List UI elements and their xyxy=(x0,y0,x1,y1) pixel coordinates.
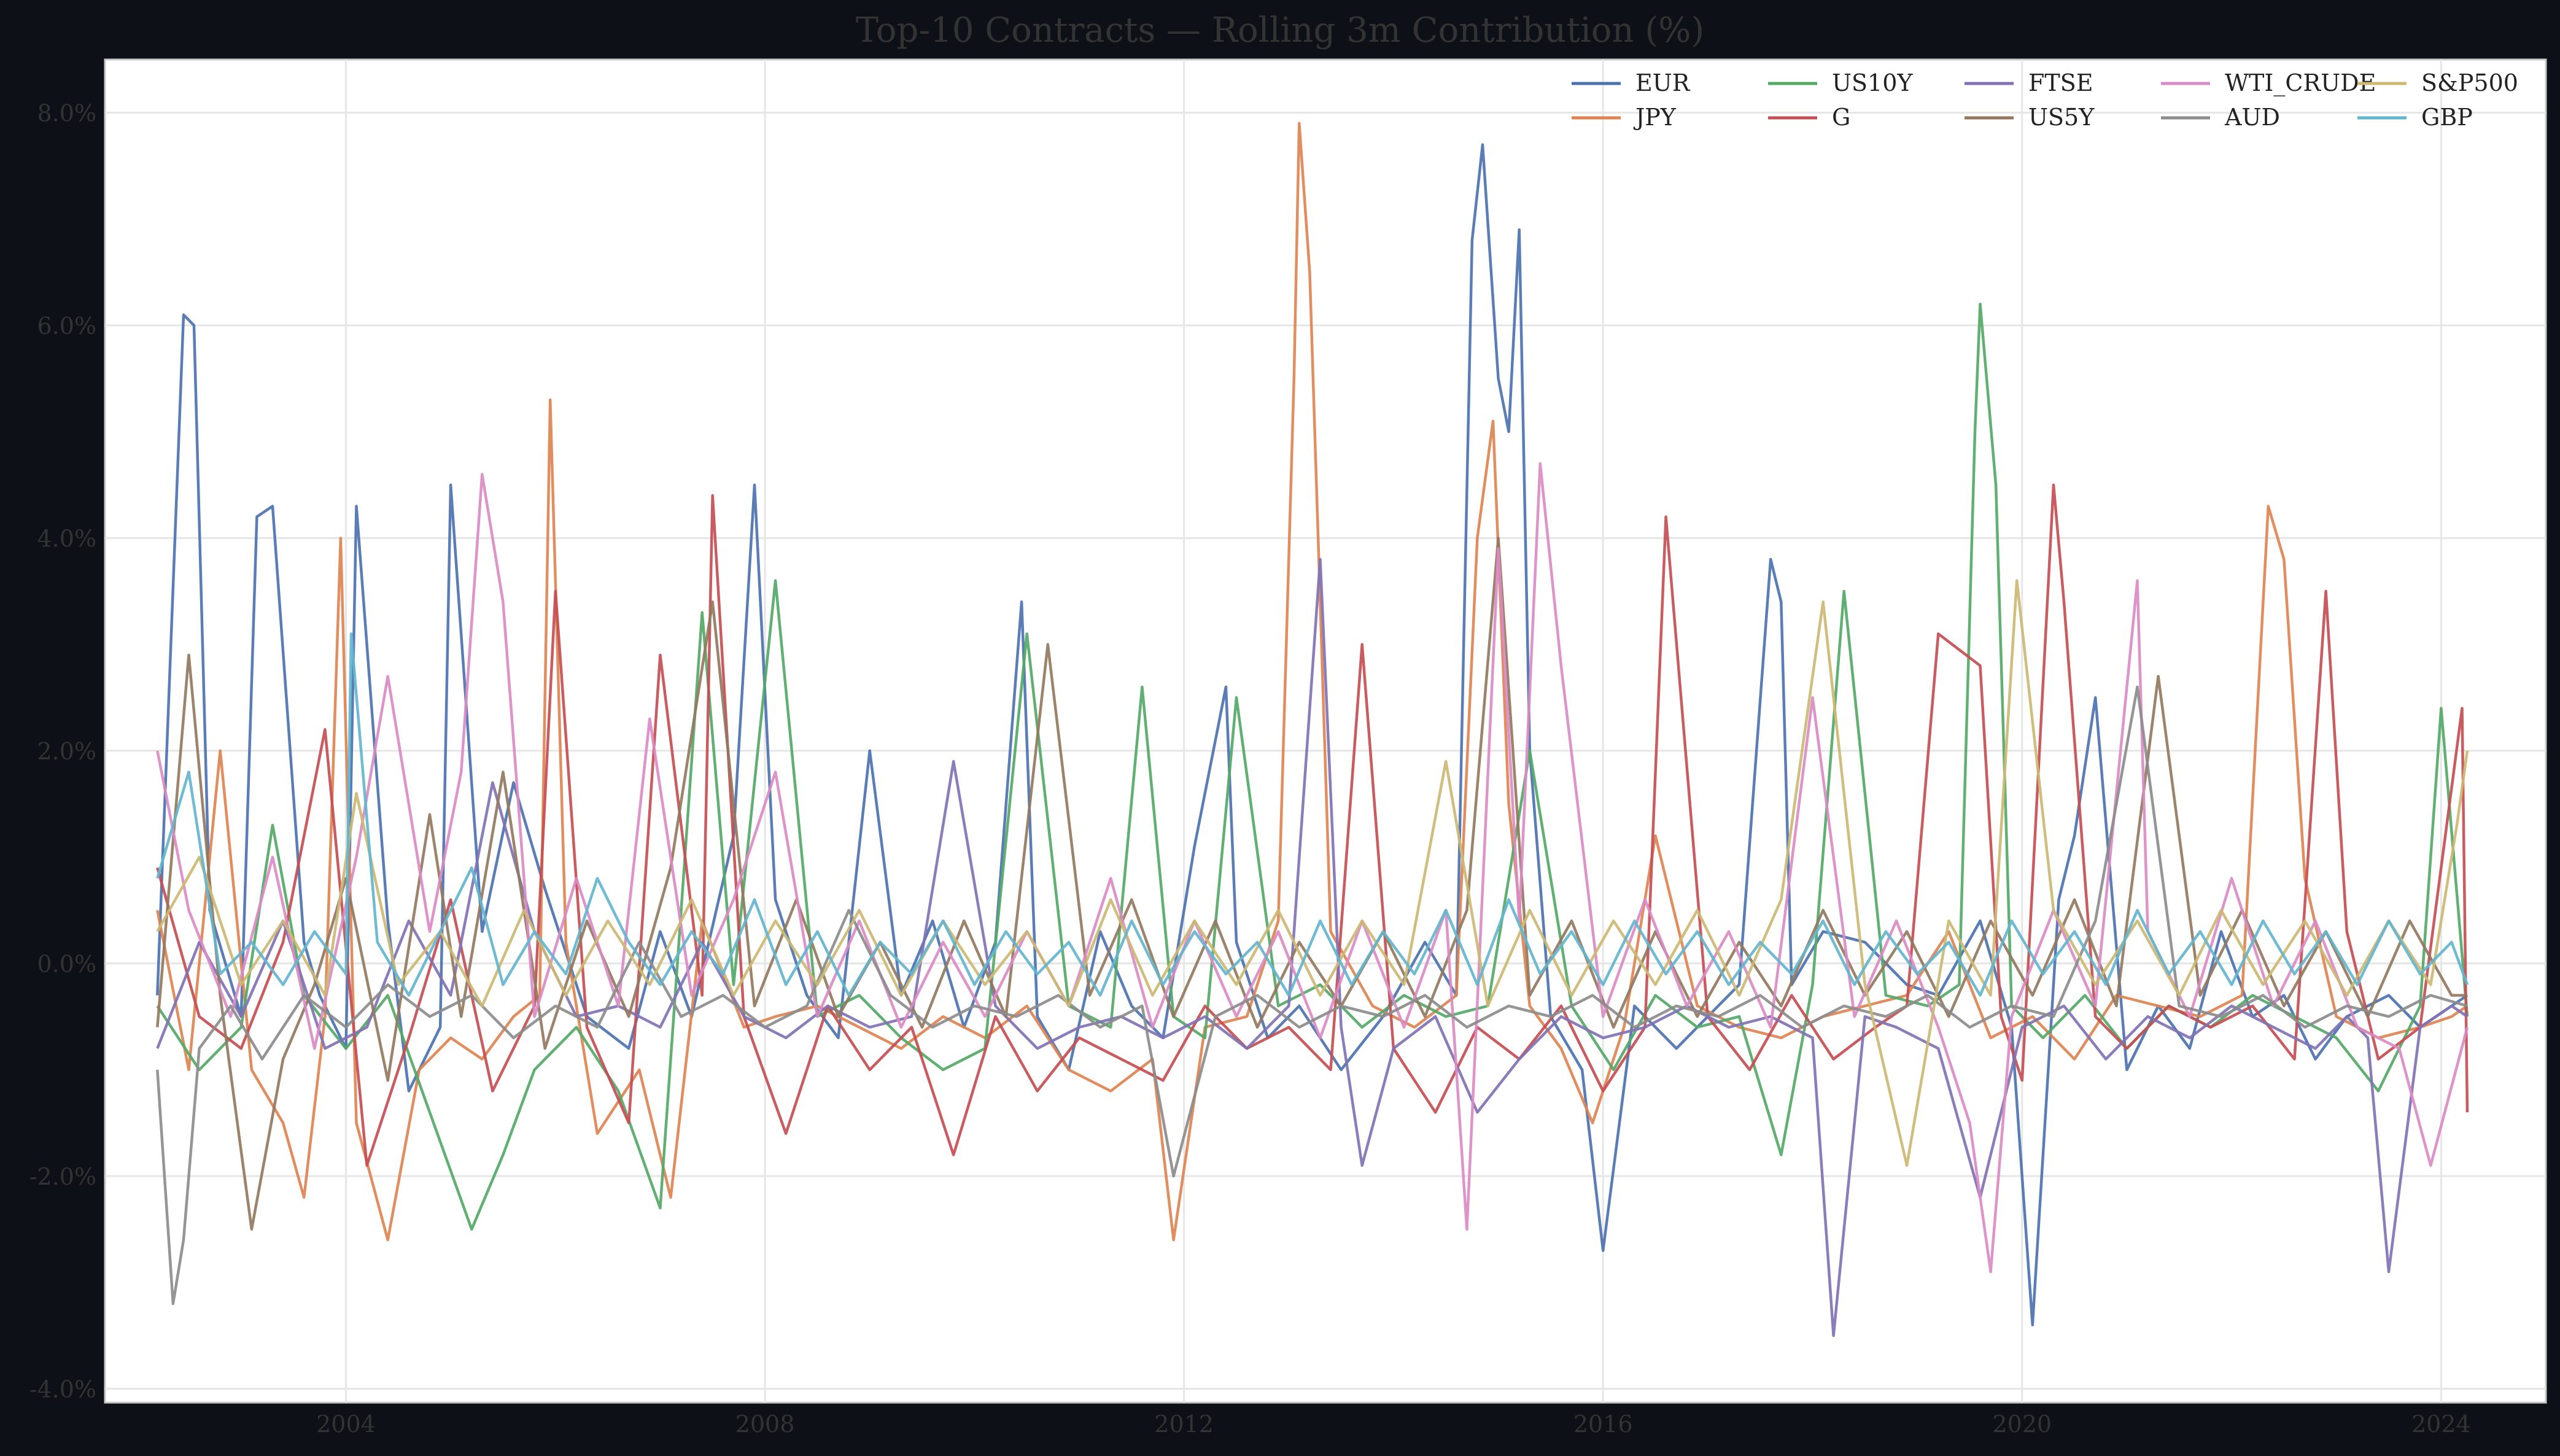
legend-label-us10y: US10Y xyxy=(1832,69,1913,96)
legend-label-eur: EUR xyxy=(1635,69,1691,96)
x-tick-label: 2004 xyxy=(316,1411,376,1438)
x-tick-label: 2024 xyxy=(2411,1411,2471,1438)
grid-layer xyxy=(105,60,2546,1403)
legend: EUR JPY US10Y G FTSE US5Y WTI_CRUDE AUD S&P500 GB… xyxy=(1572,69,2518,131)
chart-title: Top-10 Contracts — Rolling 3m Contributi… xyxy=(856,10,1705,50)
series-layer xyxy=(156,122,2469,1338)
series-line-us10y xyxy=(156,303,2469,1231)
series-line-g xyxy=(156,483,2469,1167)
series-line-s-p500 xyxy=(156,579,2469,1167)
series-line-aud xyxy=(156,685,2468,1306)
legend-label-wti-crude: WTI_CRUDE xyxy=(2225,69,2376,97)
legend-label-ftse: FTSE xyxy=(2028,69,2093,96)
y-tick-label: -4.0% xyxy=(29,1376,96,1403)
legend-label-jpy: JPY xyxy=(1633,104,1677,131)
y-tick-label: 6.0% xyxy=(37,312,96,339)
series-line-gbp xyxy=(156,632,2469,997)
legend-label-aud: AUD xyxy=(2224,104,2280,131)
legend-label-us5y: US5Y xyxy=(2028,104,2095,131)
series-line-jpy xyxy=(156,122,2469,1242)
y-tick-label: 4.0% xyxy=(37,525,96,552)
y-tick-label: -2.0% xyxy=(29,1163,96,1190)
y-tick-label: 2.0% xyxy=(37,738,96,765)
series-line-eur xyxy=(156,143,2469,1326)
x-tick-label: 2020 xyxy=(1992,1411,2052,1438)
legend-label-g: G xyxy=(1832,104,1850,131)
legend-label-s-p500: S&P500 xyxy=(2421,69,2518,96)
y-tick-label: 8.0% xyxy=(37,100,96,127)
x-tick-label: 2008 xyxy=(735,1411,795,1438)
x-tick-label: 2016 xyxy=(1573,1411,1633,1438)
legend-label-gbp: GBP xyxy=(2421,104,2473,131)
x-tick-label: 2012 xyxy=(1154,1411,1214,1438)
tick-layer: -4.0% -2.0% 0.0% 2.0% 4.0% 6.0% 8.0% 2004 2008 20… xyxy=(29,100,2471,1438)
y-tick-label: 0.0% xyxy=(37,951,96,978)
